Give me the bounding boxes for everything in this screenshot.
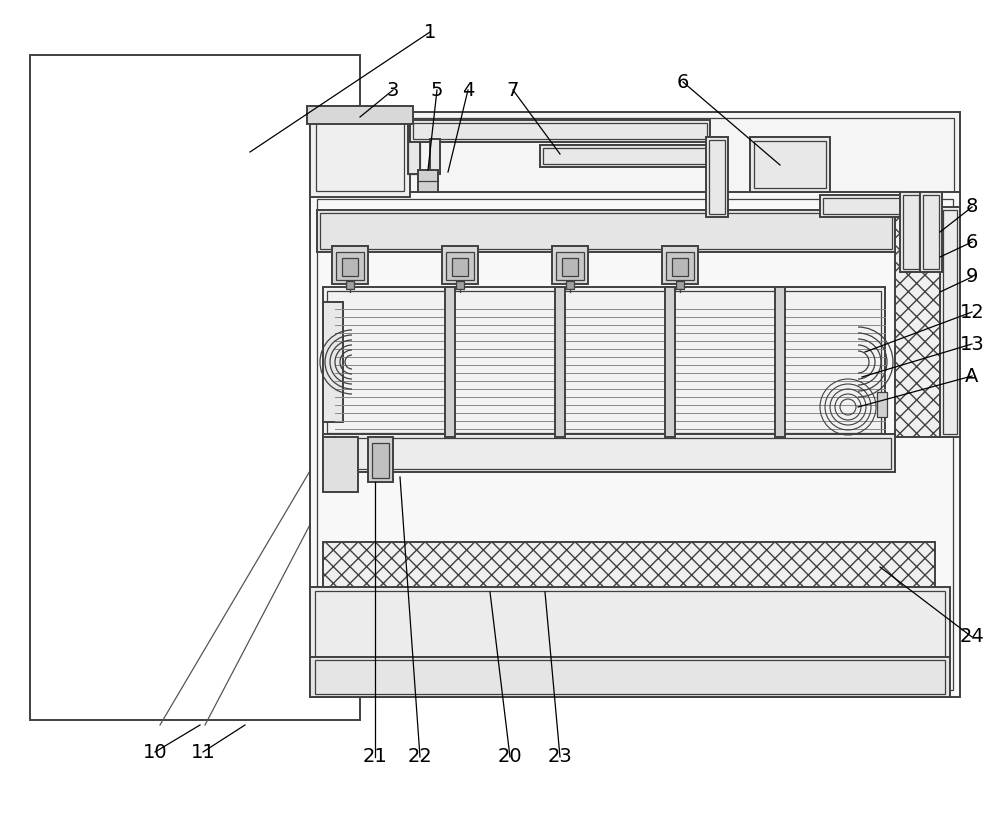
- Text: 10: 10: [143, 742, 167, 761]
- Bar: [555, 287, 565, 437]
- Text: 20: 20: [498, 747, 522, 766]
- Bar: [666, 252, 694, 280]
- Bar: [310, 657, 950, 697]
- Bar: [452, 258, 468, 276]
- Text: 23: 23: [548, 747, 572, 766]
- Bar: [408, 126, 420, 174]
- Bar: [310, 587, 950, 662]
- Bar: [943, 210, 957, 434]
- Text: 3: 3: [387, 81, 399, 100]
- Bar: [310, 117, 410, 197]
- Bar: [754, 141, 826, 188]
- Bar: [323, 542, 935, 592]
- Text: 24: 24: [960, 627, 984, 646]
- Bar: [706, 137, 728, 217]
- Text: 9: 9: [966, 268, 978, 286]
- Bar: [566, 281, 574, 289]
- Bar: [316, 118, 954, 211]
- Bar: [317, 199, 953, 690]
- Bar: [307, 106, 413, 124]
- Text: 8: 8: [966, 197, 978, 216]
- Bar: [775, 287, 785, 437]
- Bar: [446, 252, 474, 280]
- Bar: [940, 207, 960, 437]
- Bar: [346, 281, 354, 289]
- Bar: [665, 287, 675, 437]
- Text: 21: 21: [363, 747, 387, 766]
- Bar: [323, 434, 895, 472]
- Bar: [543, 148, 717, 164]
- Bar: [327, 438, 891, 469]
- Bar: [750, 137, 830, 192]
- Bar: [823, 198, 937, 214]
- Bar: [923, 195, 939, 269]
- Text: 4: 4: [462, 81, 474, 100]
- Text: 5: 5: [431, 81, 443, 100]
- Bar: [820, 195, 940, 217]
- Bar: [456, 281, 464, 289]
- Text: 7: 7: [507, 81, 519, 100]
- Bar: [315, 591, 945, 658]
- Text: 13: 13: [960, 334, 984, 354]
- Text: A: A: [965, 367, 979, 385]
- Bar: [323, 287, 885, 437]
- Bar: [315, 660, 945, 694]
- Text: 1: 1: [424, 22, 436, 42]
- Bar: [900, 192, 922, 272]
- Bar: [877, 392, 887, 417]
- Bar: [323, 302, 343, 422]
- Bar: [316, 123, 404, 191]
- Bar: [310, 112, 960, 217]
- Text: 22: 22: [408, 747, 432, 766]
- Bar: [418, 170, 438, 192]
- Text: 6: 6: [966, 232, 978, 251]
- Bar: [895, 217, 947, 437]
- Bar: [408, 126, 420, 174]
- Bar: [540, 145, 720, 167]
- Text: 6: 6: [677, 72, 689, 92]
- Bar: [662, 246, 698, 284]
- Bar: [920, 192, 942, 272]
- Bar: [320, 213, 892, 249]
- Bar: [709, 140, 725, 214]
- Text: 12: 12: [960, 303, 984, 321]
- Bar: [310, 192, 960, 697]
- Bar: [368, 437, 393, 482]
- Bar: [30, 55, 360, 720]
- Bar: [342, 258, 358, 276]
- Bar: [317, 210, 895, 252]
- Bar: [332, 246, 368, 284]
- Bar: [556, 252, 584, 280]
- Bar: [323, 437, 358, 492]
- Bar: [442, 246, 478, 284]
- Bar: [552, 246, 588, 284]
- Bar: [372, 443, 389, 478]
- Bar: [430, 139, 440, 174]
- Bar: [327, 291, 881, 433]
- Text: 11: 11: [191, 742, 215, 761]
- Bar: [562, 258, 578, 276]
- Bar: [445, 287, 455, 437]
- Bar: [676, 281, 684, 289]
- Bar: [903, 195, 919, 269]
- Bar: [336, 252, 364, 280]
- Bar: [672, 258, 688, 276]
- Bar: [410, 120, 710, 142]
- Bar: [413, 123, 707, 139]
